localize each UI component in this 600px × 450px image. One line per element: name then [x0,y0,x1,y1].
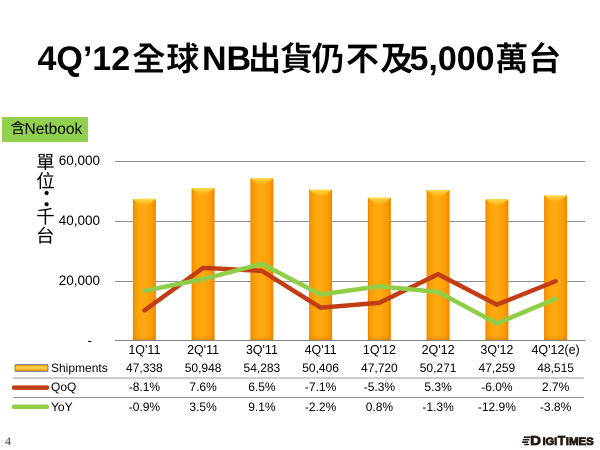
svg-text:Netbook: Netbook [25,121,83,138]
svg-text:IMES: IMES [566,436,594,448]
svg-text:4Q’12: 4Q’12 [38,40,131,78]
svg-text:D: D [530,433,541,448]
svg-text:T: T [558,433,566,448]
svg-text:IGI: IGI [543,436,558,448]
svg-text:5,000: 5,000 [410,40,495,78]
svg-text:NB: NB [202,40,251,78]
